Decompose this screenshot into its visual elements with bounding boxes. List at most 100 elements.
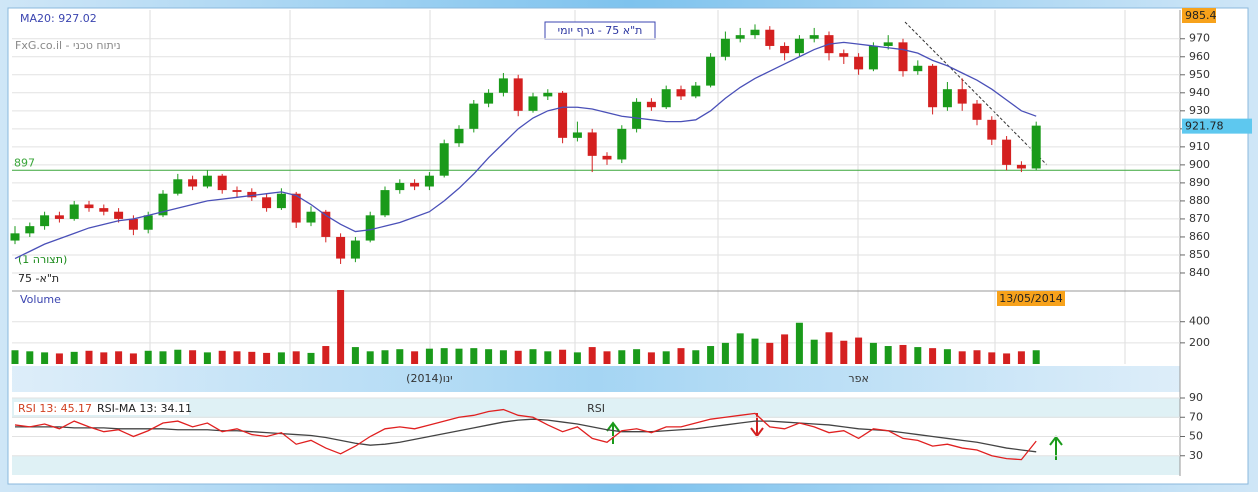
volume-bar (618, 350, 626, 364)
rsi-line (14, 408, 1037, 461)
candle-body (276, 193, 286, 209)
candle-body (247, 191, 257, 198)
candle-body (380, 190, 390, 216)
candle-body (439, 143, 449, 176)
candle-body (558, 92, 568, 138)
volume-bar (588, 347, 596, 364)
candle-body (336, 236, 346, 259)
trend-line (904, 21, 1048, 166)
volume-bar (914, 347, 922, 364)
candle-body (676, 89, 686, 97)
volume-bar (292, 351, 300, 364)
candle-body (528, 96, 538, 111)
date-box (997, 291, 1065, 306)
candle-body (498, 78, 508, 93)
volume-bar (855, 337, 863, 364)
y-tick-label: 950 (1189, 68, 1210, 81)
candle-body (735, 35, 745, 39)
candle-body (424, 175, 434, 187)
y-tick-label: 940 (1189, 86, 1210, 99)
y-tick-label: 970 (1189, 32, 1210, 45)
rsi-overbought-band (12, 398, 1180, 418)
candle-body (617, 128, 627, 160)
volume-bar (277, 352, 285, 364)
y-tick-label: 890 (1189, 176, 1210, 189)
y-tick-label: 880 (1189, 194, 1210, 207)
candle-body (868, 45, 878, 70)
rsi-label: RSI 13: 45.17 (18, 402, 92, 415)
volume-bar (11, 350, 19, 364)
volume-bar (485, 349, 493, 364)
candle-body (1031, 125, 1041, 169)
volume-bar (751, 338, 759, 364)
volume-bar (544, 351, 552, 364)
candle-body (928, 65, 938, 108)
volume-bar (929, 348, 937, 364)
volume-bar (425, 348, 433, 364)
y-tick-label: 870 (1189, 212, 1210, 225)
volume-bar (129, 353, 137, 364)
rsima-line (15, 418, 1037, 453)
candle-body (158, 193, 168, 216)
volume-bar (100, 352, 108, 364)
candle-body (883, 42, 893, 46)
volume-bar (455, 348, 463, 364)
volume-bar (307, 352, 315, 364)
candle-body (202, 175, 212, 187)
volume-bar (159, 351, 167, 364)
volume-bar (203, 352, 211, 364)
volume-bar (707, 346, 715, 364)
volume-bar (115, 351, 123, 364)
candle-body (143, 215, 153, 230)
y-tick-label: 860 (1189, 230, 1210, 243)
candle-body (114, 211, 124, 219)
volume-bar (810, 339, 818, 364)
y-tick-label: 900 (1189, 158, 1210, 171)
candle-body (188, 179, 198, 187)
volume-bar (366, 351, 374, 364)
candle-body (10, 233, 20, 241)
volume-bar (411, 351, 419, 364)
volume-bar (899, 344, 907, 364)
volume-bar (781, 334, 789, 364)
volume-bar (559, 349, 567, 364)
volume-bar (1003, 353, 1011, 364)
volume-bar (958, 351, 966, 364)
candle-body (750, 29, 760, 36)
volume-bar (603, 351, 611, 364)
volume-bar (692, 350, 700, 364)
candle-body (972, 103, 982, 120)
candle-body (854, 56, 864, 70)
price-high-box (1182, 8, 1216, 23)
candle-body (321, 211, 331, 237)
volume-bar (144, 350, 152, 364)
volume-bar (396, 349, 404, 364)
candle-body (173, 179, 183, 194)
volume-bar (189, 350, 197, 364)
pattern-label: (תצורה 1) (18, 253, 67, 266)
volume-bar (85, 350, 93, 364)
volume-bar (514, 350, 522, 364)
candle-body (306, 211, 316, 223)
volume-bar (677, 348, 685, 364)
candle-body (128, 218, 138, 230)
candle-body (809, 35, 819, 39)
candle-body (632, 101, 642, 129)
x-tick-label: (2014)ינו (406, 372, 452, 385)
level-label: 897 (14, 156, 35, 169)
volume-bar (218, 350, 226, 364)
rsima-label: RSI-MA 13: 34.11 (97, 402, 192, 415)
rsi-oversold-band (12, 456, 1180, 475)
candle-body (484, 92, 494, 104)
candle-body (454, 128, 464, 144)
y-tick-label: 30 (1189, 449, 1203, 462)
candle-body (765, 29, 775, 46)
candle-body (913, 65, 923, 72)
candle-body (839, 53, 849, 57)
candle-body (942, 89, 952, 108)
candle-body (957, 89, 967, 104)
volume-bar (988, 352, 996, 364)
ma-line (14, 41, 1037, 260)
candle-body (898, 42, 908, 72)
